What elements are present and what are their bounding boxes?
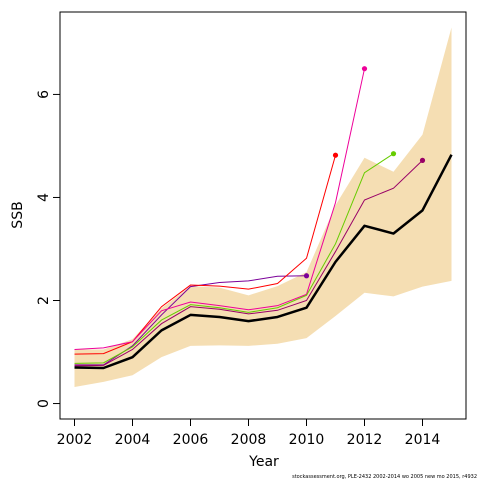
retro-series-endpoint-1: [303, 273, 310, 279]
retro-series-endpoint-3: [361, 66, 368, 72]
x-tick-label: 2006: [173, 432, 209, 448]
x-tick-label: 2014: [405, 432, 441, 448]
retro-series-line-2: [74, 155, 336, 355]
y-tick-label: 6: [36, 90, 52, 99]
x-tick-label: 2002: [57, 432, 93, 448]
y-tick-label: 4: [36, 193, 52, 202]
x-tick-label: 2012: [347, 432, 383, 448]
retro-series-endpoint-4: [390, 151, 397, 157]
y-tick-label: 0: [36, 399, 52, 408]
main-series-layer: [74, 154, 453, 370]
retro-series-line-3: [74, 68, 365, 350]
main-ssb-line: [74, 154, 453, 370]
retro-series-line-1: [74, 275, 307, 366]
x-tick-label: 2008: [231, 432, 267, 448]
retro-series-line-4: [74, 153, 394, 364]
retro-series-endpoint-5: [419, 157, 426, 163]
y-tick-label: 2: [36, 296, 52, 305]
y-axis-title: SSB: [10, 201, 26, 228]
x-axis-title: Year: [248, 454, 279, 470]
footnote: stockassessment.org, PLE-2432 2002-2014 …: [292, 474, 477, 480]
confidence-band-layer: [74, 27, 452, 388]
retro-series-endpoint-2: [332, 152, 339, 158]
retrospective-series-layer: [74, 66, 426, 367]
confidence-band: [74, 27, 452, 388]
x-tick-label: 2010: [289, 432, 325, 448]
x-tick-label: 2004: [115, 432, 151, 448]
retro-series-line-5: [74, 160, 423, 367]
x-axis: 2002 2004 2006 2008 2010 2012 2014: [57, 418, 441, 448]
y-axis: 0 2 4 6: [36, 90, 61, 408]
